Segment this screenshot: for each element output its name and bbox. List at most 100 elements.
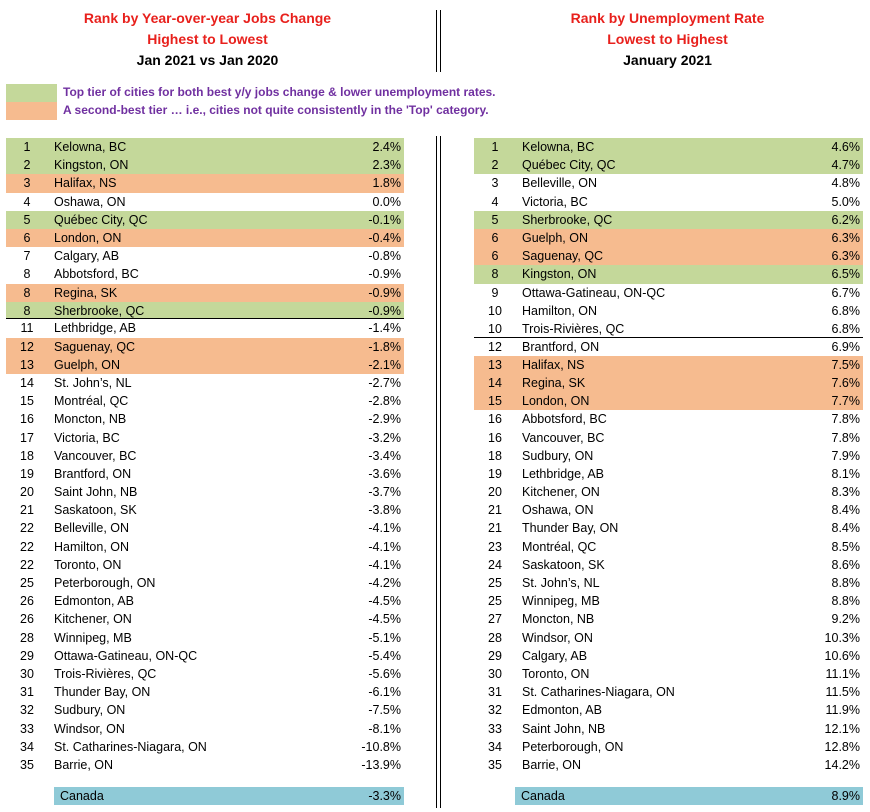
value-cell: 9.2% — [831, 612, 861, 627]
city-cell: Barrie, ON — [522, 757, 582, 772]
value-cell: 8.5% — [831, 539, 861, 554]
value-cell: 4.7% — [831, 158, 861, 173]
value-cell: -7.5% — [368, 703, 401, 718]
rank-cell: 33 — [488, 721, 502, 736]
city-cell: Kelowna, BC — [54, 140, 127, 154]
table-row: 6 London, ON -0.4% — [6, 228, 404, 248]
city-cell: Winnipeg, MB — [54, 630, 132, 645]
city-cell: London, ON — [522, 394, 590, 409]
city-cell: Québec City, QC — [54, 212, 148, 227]
left-subtitle: Highest to Lowest — [147, 31, 268, 47]
table-row: 19 Brantford, ON -3.6% — [6, 465, 404, 483]
value-cell: -0.1% — [368, 212, 401, 227]
rank-cell: 13 — [488, 357, 502, 372]
legend: Top tier of cities for both best y/y job… — [6, 84, 496, 120]
value-cell: -3.7% — [368, 485, 401, 500]
legend-second-tier-text: A second-best tier … i.e., cities not qu… — [63, 103, 489, 117]
value-cell: -10.8% — [361, 739, 401, 754]
table-row: 4 Oshawa, ON 0.0% — [6, 193, 404, 211]
city-cell: Guelph, ON — [54, 357, 121, 372]
city-cell: Vancouver, BC — [522, 430, 605, 445]
rank-cell: 10 — [488, 321, 502, 336]
value-cell: -4.5% — [368, 594, 401, 609]
value-cell: 7.7% — [831, 394, 861, 409]
value-cell: -3.8% — [368, 503, 401, 518]
value-cell: -4.5% — [368, 612, 401, 627]
value-cell: 10.3% — [824, 630, 860, 645]
rank-cell: 10 — [488, 303, 502, 318]
value-cell: -5.6% — [368, 666, 401, 681]
value-cell: 8.4% — [831, 503, 861, 518]
city-cell: Ottawa-Gatineau, ON-QC — [522, 285, 666, 300]
rank-cell: 22 — [20, 557, 34, 572]
table-row: 2 Kingston, ON 2.3% — [6, 156, 404, 175]
rank-cell: 20 — [488, 485, 502, 500]
value-cell: 11.5% — [825, 685, 860, 700]
rank-cell: 34 — [20, 739, 34, 754]
city-cell: Halifax, NS — [522, 357, 585, 372]
table-row: 21 Saskatoon, SK -3.8% — [6, 501, 404, 519]
city-cell: Lethbridge, AB — [522, 466, 605, 481]
city-cell: Lethbridge, AB — [54, 321, 137, 336]
city-cell: Moncton, NB — [522, 612, 595, 627]
rank-cell: 7 — [23, 249, 31, 264]
city-cell: Guelph, ON — [522, 230, 589, 245]
rank-cell: 30 — [488, 666, 502, 681]
value-cell: 6.8% — [831, 321, 861, 336]
city-cell: Kitchener, ON — [54, 612, 132, 627]
value-cell: -0.9% — [368, 285, 401, 300]
rank-cell: 25 — [20, 576, 34, 590]
rank-cell: 28 — [488, 630, 502, 645]
table-row: 30 Trois-Rivières, QC -5.6% — [6, 665, 404, 683]
table-row: 8 Kingston, ON 6.5% — [474, 265, 863, 284]
jobs-change-table: 1 Kelowna, BC 2.4% 2 Kingston, ON 2.3% 3 Halifa… — [6, 138, 404, 774]
value-cell: 12.8% — [824, 739, 860, 754]
city-cell: Peterborough, ON — [522, 739, 624, 754]
table-row: 14 St. John’s, NL -2.7% — [6, 374, 404, 392]
rank-cell: 34 — [488, 739, 502, 754]
right-subtitle: Lowest to Highest — [607, 31, 728, 47]
value-cell: 7.8% — [831, 430, 861, 445]
table-row: 8 Sherbrooke, QC -0.9% — [6, 301, 404, 320]
table-row: 13 Guelph, ON -2.1% — [6, 355, 404, 374]
city-cell: St. John’s, NL — [522, 576, 600, 590]
city-cell: Québec City, QC — [522, 158, 616, 173]
city-cell: Regina, SK — [54, 285, 118, 300]
city-cell: Vancouver, BC — [54, 448, 137, 463]
rank-cell: 32 — [488, 703, 502, 718]
city-cell: Halifax, NS — [54, 176, 117, 191]
city-cell: Saguenay, QC — [522, 249, 604, 264]
value-cell: 7.6% — [831, 375, 861, 390]
value-cell: -0.8% — [368, 249, 401, 264]
value-cell: 7.8% — [831, 412, 861, 427]
value-cell: -2.9% — [368, 412, 401, 427]
rank-cell: 14 — [20, 375, 34, 390]
city-cell: Abbotsford, BC — [522, 412, 607, 427]
city-cell: Thunder Bay, ON — [54, 685, 151, 700]
table-row: 2 Québec City, QC 4.7% — [474, 156, 863, 175]
table-row: 1 Kelowna, BC 4.6% — [474, 138, 863, 157]
city-cell: Oshawa, ON — [522, 503, 594, 518]
rank-cell: 35 — [488, 757, 502, 772]
rank-cell: 18 — [488, 448, 502, 463]
rank-cell: 22 — [20, 521, 34, 536]
value-cell: 6.2% — [831, 212, 861, 227]
table-row: 22 Belleville, ON -4.1% — [6, 519, 404, 537]
table-row: 6 Guelph, ON 6.3% — [474, 228, 863, 248]
table-row: 23 Montréal, QC 8.5% — [474, 538, 863, 556]
value-cell: -4.2% — [368, 576, 401, 590]
table-divider — [436, 136, 437, 808]
value-cell: -8.1% — [368, 721, 401, 736]
rank-cell: 28 — [20, 630, 34, 645]
rank-cell: 12 — [20, 339, 34, 354]
rank-cell: 24 — [488, 557, 502, 572]
table-row: 5 Québec City, QC -0.1% — [6, 210, 404, 229]
city-cell: Thunder Bay, ON — [522, 521, 619, 536]
value-cell: -1.8% — [368, 339, 401, 354]
rank-cell: 35 — [20, 757, 34, 772]
city-cell: Sherbrooke, QC — [54, 303, 145, 318]
table-row: 22 Hamilton, ON -4.1% — [6, 538, 404, 556]
rank-cell: 21 — [488, 503, 502, 518]
value-cell: -3.4% — [368, 448, 401, 463]
canada-value: -3.3% — [368, 789, 401, 803]
